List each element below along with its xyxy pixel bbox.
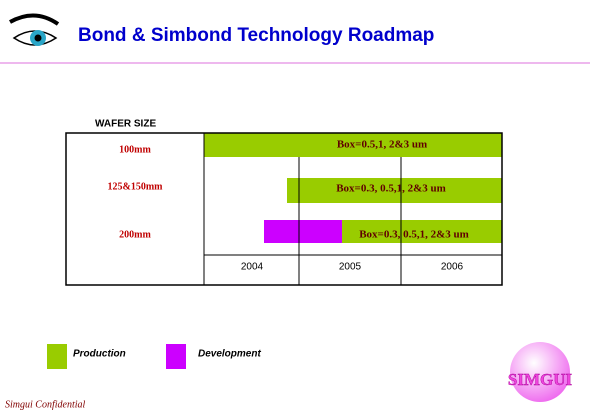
- bar-text: Box=0.5,1, 2&3 um: [337, 139, 427, 151]
- bar-text: Box=0.3, 0.5,1, 2&3 um: [359, 229, 469, 241]
- logo-circle: [510, 342, 570, 402]
- year-label: 2004: [241, 262, 264, 273]
- row-label: 200mm: [119, 229, 151, 240]
- footer: Simgui Confidential: [5, 399, 86, 410]
- production-bar: [204, 133, 502, 157]
- column-header: WAFER SIZE: [95, 119, 156, 130]
- legend-label: Development: [198, 349, 261, 360]
- logo-text: SIMGUI: [508, 370, 573, 389]
- table-frame: [65, 132, 503, 286]
- year-label: 2006: [441, 262, 464, 273]
- legend-swatch: [47, 344, 67, 369]
- legend-label: Production: [73, 349, 126, 360]
- eye-icon: [9, 13, 60, 46]
- production-bar: [287, 178, 502, 203]
- year-label: 2005: [339, 262, 362, 273]
- bar-text: Box=0.3, 0.5,1, 2&3 um: [336, 183, 446, 195]
- production-bar: [342, 220, 502, 243]
- title: Bond & Simbond Technology Roadmap: [78, 25, 434, 46]
- legend-swatch: [166, 344, 186, 369]
- row-label: 125&150mm: [108, 181, 164, 192]
- row-label: 100mm: [119, 144, 151, 155]
- development-bar: [264, 220, 342, 243]
